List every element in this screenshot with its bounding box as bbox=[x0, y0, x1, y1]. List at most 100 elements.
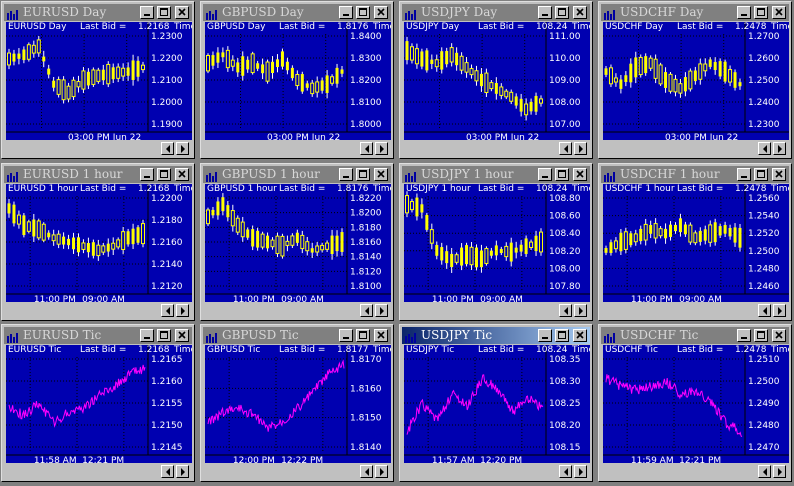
title-bar[interactable]: USDJPY Tic bbox=[402, 327, 590, 344]
maximize-button[interactable] bbox=[754, 168, 768, 181]
minimize-button[interactable] bbox=[140, 168, 154, 181]
chart-plot-area[interactable]: 1.2200 1.2180 1.2160 1.2140 1.2120 11:00 PM 09… bbox=[6, 184, 192, 302]
minimize-button[interactable] bbox=[339, 6, 353, 19]
title-bar[interactable]: EURUSD 1 hour bbox=[4, 166, 192, 183]
scroll-right-button[interactable] bbox=[176, 465, 189, 478]
scroll-left-button[interactable] bbox=[758, 304, 771, 317]
chart-window-gbpusd-day[interactable]: GBPUSD Day 1.8400 1.8300 1.8200 1.8100 1.8000… bbox=[200, 1, 394, 159]
chart-plot-area[interactable]: 1.8220 1.8200 1.8180 1.8160 1.8140 1.8120 1.81… bbox=[205, 184, 391, 302]
title-bar[interactable]: EURUSD Day bbox=[4, 4, 192, 21]
scroll-right-button[interactable] bbox=[375, 142, 388, 155]
scroll-right-button[interactable] bbox=[574, 465, 587, 478]
horizontal-scrollbar[interactable] bbox=[603, 303, 789, 318]
close-button[interactable] bbox=[772, 6, 786, 19]
scroll-left-button[interactable] bbox=[360, 304, 373, 317]
scroll-left-button[interactable] bbox=[360, 465, 373, 478]
maximize-button[interactable] bbox=[754, 329, 768, 342]
chart-plot-area[interactable]: 108.35 108.30 108.25 108.20 108.15 11:57 AM 12… bbox=[404, 345, 590, 463]
maximize-button[interactable] bbox=[555, 329, 569, 342]
minimize-button[interactable] bbox=[538, 329, 552, 342]
minimize-button[interactable] bbox=[737, 329, 751, 342]
close-button[interactable] bbox=[175, 329, 189, 342]
scroll-left-button[interactable] bbox=[161, 142, 174, 155]
close-button[interactable] bbox=[175, 168, 189, 181]
maximize-button[interactable] bbox=[555, 6, 569, 19]
maximize-button[interactable] bbox=[157, 329, 171, 342]
maximize-button[interactable] bbox=[356, 168, 370, 181]
horizontal-scrollbar[interactable] bbox=[603, 464, 789, 479]
horizontal-scrollbar[interactable] bbox=[6, 303, 192, 318]
title-bar[interactable]: USDJPY 1 hour bbox=[402, 166, 590, 183]
scroll-right-button[interactable] bbox=[574, 142, 587, 155]
scroll-right-button[interactable] bbox=[773, 304, 786, 317]
maximize-button[interactable] bbox=[356, 6, 370, 19]
horizontal-scrollbar[interactable] bbox=[6, 141, 192, 156]
horizontal-scrollbar[interactable] bbox=[205, 141, 391, 156]
chart-window-usdjpy-day[interactable]: USDJPY Day 111.00 110.00 109.00 108.00 107.00… bbox=[399, 1, 593, 159]
chart-window-gbpusd-1-hour[interactable]: GBPUSD 1 hour 1.8220 1.8200 1.8180 1.8160 1.8… bbox=[200, 163, 394, 321]
title-bar[interactable]: GBPUSD 1 hour bbox=[203, 166, 391, 183]
chart-window-usdchf-1-hour[interactable]: USDCHF 1 hour 1.2560 1.2540 1.2520 1.2500 1.2… bbox=[598, 163, 792, 321]
chart-window-usdchf-day[interactable]: USDCHF Day 1.2700 1.2600 1.2500 1.2400 1.2300… bbox=[598, 1, 792, 159]
minimize-button[interactable] bbox=[339, 168, 353, 181]
maximize-button[interactable] bbox=[555, 168, 569, 181]
chart-plot-area[interactable]: 1.2165 1.2160 1.2155 1.2150 1.2145 11:58 AM 12… bbox=[6, 345, 192, 463]
maximize-button[interactable] bbox=[754, 6, 768, 19]
horizontal-scrollbar[interactable] bbox=[205, 464, 391, 479]
chart-window-eurusd-1-hour[interactable]: EURUSD 1 hour 1.2200 1.2180 1.2160 1.2140 1.2… bbox=[1, 163, 195, 321]
scroll-left-button[interactable] bbox=[559, 142, 572, 155]
scroll-right-button[interactable] bbox=[773, 465, 786, 478]
close-button[interactable] bbox=[573, 168, 587, 181]
chart-plot-area[interactable]: 1.2300 1.2200 1.2100 1.2000 1.1900 03:00 PM J… bbox=[6, 22, 192, 140]
horizontal-scrollbar[interactable] bbox=[404, 303, 590, 318]
chart-window-usdjpy-1-hour[interactable]: USDJPY 1 hour 108.80 108.60 108.40 108.20 108… bbox=[399, 163, 593, 321]
maximize-button[interactable] bbox=[157, 6, 171, 19]
minimize-button[interactable] bbox=[737, 6, 751, 19]
close-button[interactable] bbox=[573, 329, 587, 342]
maximize-button[interactable] bbox=[356, 329, 370, 342]
close-button[interactable] bbox=[573, 6, 587, 19]
chart-window-usdjpy-tic[interactable]: USDJPY Tic 108.35 108.30 108.25 108.20 108.15… bbox=[399, 324, 593, 482]
scroll-left-button[interactable] bbox=[758, 465, 771, 478]
title-bar[interactable]: GBPUSD Day bbox=[203, 4, 391, 21]
scroll-right-button[interactable] bbox=[773, 142, 786, 155]
minimize-button[interactable] bbox=[140, 329, 154, 342]
title-bar[interactable]: USDCHF Tic bbox=[601, 327, 789, 344]
scroll-right-button[interactable] bbox=[375, 304, 388, 317]
chart-plot-area[interactable]: 1.2510 1.2500 1.2490 1.2480 1.2470 11:59 AM 12… bbox=[603, 345, 789, 463]
minimize-button[interactable] bbox=[538, 6, 552, 19]
scroll-right-button[interactable] bbox=[574, 304, 587, 317]
close-button[interactable] bbox=[374, 6, 388, 19]
minimize-button[interactable] bbox=[737, 168, 751, 181]
chart-plot-area[interactable]: 108.80 108.60 108.40 108.20 108.00 107.80 11:0… bbox=[404, 184, 590, 302]
chart-plot-area[interactable]: 1.2700 1.2600 1.2500 1.2400 1.2300 03:00 PM J… bbox=[603, 22, 789, 140]
horizontal-scrollbar[interactable] bbox=[404, 141, 590, 156]
chart-window-eurusd-tic[interactable]: EURUSD Tic 1.2165 1.2160 1.2155 1.2150 1.2145… bbox=[1, 324, 195, 482]
chart-window-eurusd-day[interactable]: EURUSD Day 1.2300 1.2200 1.2100 1.2000 1.1900… bbox=[1, 1, 195, 159]
minimize-button[interactable] bbox=[339, 329, 353, 342]
chart-plot-area[interactable]: 1.8400 1.8300 1.8200 1.8100 1.8000 03:00 PM J… bbox=[205, 22, 391, 140]
title-bar[interactable]: GBPUSD Tic bbox=[203, 327, 391, 344]
scroll-right-button[interactable] bbox=[176, 304, 189, 317]
close-button[interactable] bbox=[374, 168, 388, 181]
horizontal-scrollbar[interactable] bbox=[205, 303, 391, 318]
scroll-left-button[interactable] bbox=[360, 142, 373, 155]
close-button[interactable] bbox=[374, 329, 388, 342]
horizontal-scrollbar[interactable] bbox=[603, 141, 789, 156]
maximize-button[interactable] bbox=[157, 168, 171, 181]
horizontal-scrollbar[interactable] bbox=[6, 464, 192, 479]
minimize-button[interactable] bbox=[538, 168, 552, 181]
title-bar[interactable]: USDCHF 1 hour bbox=[601, 166, 789, 183]
chart-window-usdchf-tic[interactable]: USDCHF Tic 1.2510 1.2500 1.2490 1.2480 1.2470… bbox=[598, 324, 792, 482]
scroll-left-button[interactable] bbox=[559, 465, 572, 478]
chart-plot-area[interactable]: 1.8170 1.8160 1.8150 1.8140 12:00 PM 12:22 PM… bbox=[205, 345, 391, 463]
scroll-left-button[interactable] bbox=[559, 304, 572, 317]
scroll-left-button[interactable] bbox=[758, 142, 771, 155]
chart-window-gbpusd-tic[interactable]: GBPUSD Tic 1.8170 1.8160 1.8150 1.8140 12:00 … bbox=[200, 324, 394, 482]
chart-plot-area[interactable]: 1.2560 1.2540 1.2520 1.2500 1.2480 1.2460 11:0… bbox=[603, 184, 789, 302]
title-bar[interactable]: EURUSD Tic bbox=[4, 327, 192, 344]
horizontal-scrollbar[interactable] bbox=[404, 464, 590, 479]
close-button[interactable] bbox=[772, 329, 786, 342]
scroll-right-button[interactable] bbox=[176, 142, 189, 155]
minimize-button[interactable] bbox=[140, 6, 154, 19]
